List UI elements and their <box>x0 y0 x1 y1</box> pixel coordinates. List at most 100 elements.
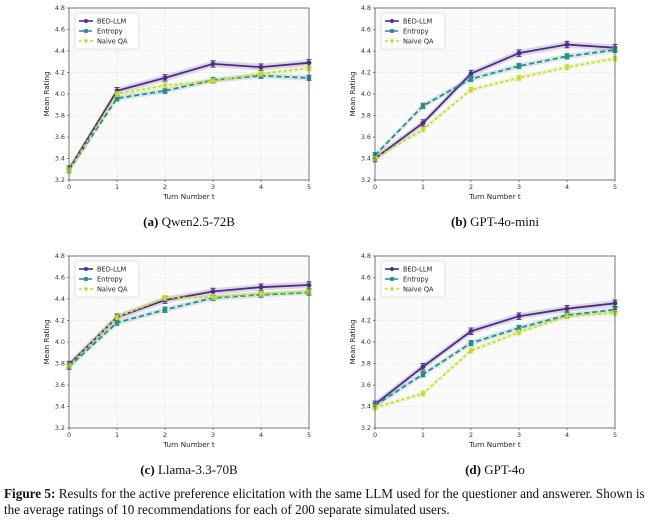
data-point-naive-qa <box>162 294 168 301</box>
x-tick-label: 5 <box>307 431 311 439</box>
data-point-naive-qa <box>420 126 426 133</box>
data-point-naive-qa <box>564 313 570 320</box>
x-tick-label: 4 <box>565 183 569 191</box>
x-tick-label: 0 <box>373 183 377 191</box>
data-point-naive-qa <box>468 347 474 354</box>
panel-caption: (b) GPT-4o-mini <box>451 214 539 229</box>
data-point-naive-qa <box>114 91 120 97</box>
legend-label-naive-qa: Naive QA <box>97 37 128 45</box>
legend-marker-naive-qa <box>83 38 89 44</box>
panel-caption-label: (c) <box>140 462 154 477</box>
series-band-naive-qa <box>375 310 615 410</box>
data-point-entropy <box>114 96 120 101</box>
panel-caption-label: (b) <box>451 214 467 229</box>
legend-box <box>380 260 446 298</box>
data-point-naive-qa <box>516 74 522 81</box>
y-tick-label: 3.4 <box>55 155 65 163</box>
y-axis-label: Mean Rating <box>42 319 51 364</box>
series-line-entropy <box>68 74 310 171</box>
y-tick-label: 3.2 <box>361 176 371 184</box>
series-line-entropy <box>374 49 616 156</box>
chart-panel-3: 3.2 3.4 3.6 3.8 4.0 4.2 4.4 4.6 4.8 0 1 2 3 4 5 Turn Nu… <box>42 252 312 477</box>
y-tick-label: 4.8 <box>55 252 65 260</box>
y-tick-label: 3.8 <box>55 360 65 368</box>
data-point-bed-llm <box>468 71 474 76</box>
series-line-bed-llm <box>374 43 616 160</box>
series-band-entropy <box>69 289 309 370</box>
x-tick-label: 3 <box>517 431 521 439</box>
data-point-bed-llm <box>468 328 474 334</box>
data-point-naive-qa <box>468 86 474 93</box>
series-line-bed-llm <box>374 302 616 406</box>
y-tick-label: 4.6 <box>361 274 371 282</box>
legend-marker-bed-llm <box>84 267 88 271</box>
y-tick-label: 3.6 <box>55 381 65 389</box>
x-tick-label: 0 <box>373 431 377 439</box>
data-point-bed-llm <box>210 61 216 67</box>
x-axis-label: Turn Number t <box>468 440 521 449</box>
x-tick-label: 2 <box>163 183 167 191</box>
legend-label-bed-llm: BED-LLM <box>403 265 432 273</box>
y-axis-label: Mean Rating <box>42 71 51 116</box>
legend-label-entropy: Entropy <box>97 27 123 35</box>
y-tick-label: 4.4 <box>361 295 371 303</box>
legend-marker-naive-qa <box>83 286 89 292</box>
y-tick-label: 4.6 <box>55 26 65 34</box>
y-tick-label: 4.4 <box>361 47 371 55</box>
legend-box <box>74 260 140 298</box>
y-tick-label: 4.8 <box>361 4 371 12</box>
data-point-entropy <box>564 54 570 59</box>
legend-label-entropy: Entropy <box>403 27 429 35</box>
data-point-naive-qa <box>162 82 168 89</box>
data-point-entropy <box>114 320 120 325</box>
data-point-naive-qa <box>210 293 216 300</box>
x-tick-label: 5 <box>613 431 617 439</box>
data-point-entropy <box>420 103 426 109</box>
data-point-bed-llm <box>420 120 426 126</box>
y-tick-label: 4.4 <box>55 295 65 303</box>
y-tick-label: 4.0 <box>361 338 371 346</box>
legend-box <box>74 12 140 50</box>
series-line-naive-qa <box>374 57 616 160</box>
y-tick-label: 4.6 <box>361 26 371 34</box>
figure-caption: Figure 5: Results for the active prefere… <box>4 486 656 518</box>
legend-label-naive-qa: Naive QA <box>403 37 434 45</box>
legend-label-naive-qa: Naive QA <box>97 285 128 293</box>
x-tick-label: 3 <box>211 431 215 439</box>
y-tick-label: 4.2 <box>55 69 65 77</box>
legend-marker-bed-llm <box>390 267 394 271</box>
legend-marker-entropy <box>84 29 88 33</box>
y-tick-label: 4.0 <box>55 90 65 98</box>
y-tick-label: 4.8 <box>361 252 371 260</box>
x-tick-label: 4 <box>259 183 263 191</box>
y-tick-label: 3.2 <box>55 176 65 184</box>
chart-panel-2: 3.2 3.4 3.6 3.8 4.0 4.2 4.4 4.6 4.8 0 1 2 3 4 5 Turn Nu… <box>348 4 618 229</box>
x-tick-label: 2 <box>469 183 473 191</box>
y-tick-label: 3.8 <box>361 112 371 120</box>
panel-caption: (a) Qwen2.5-72B <box>143 214 235 229</box>
data-point-bed-llm <box>420 364 426 370</box>
panel-caption-title: GPT-4o-mini <box>467 214 539 229</box>
y-tick-label: 4.4 <box>55 47 65 55</box>
panel-caption-title: Llama-3.3-70B <box>155 462 238 477</box>
x-tick-label: 1 <box>421 183 425 191</box>
x-tick-label: 2 <box>469 431 473 439</box>
x-tick-label: 3 <box>211 183 215 191</box>
series-line-naive-qa <box>374 312 616 409</box>
data-point-entropy <box>468 76 474 82</box>
panel-caption: (c) Llama-3.3-70B <box>140 462 238 477</box>
panel-caption: (d) GPT-4o <box>465 462 525 477</box>
data-point-entropy <box>162 307 168 312</box>
data-point-entropy <box>516 63 522 69</box>
legend-marker-entropy <box>84 277 88 281</box>
legend-marker-bed-llm <box>84 19 88 23</box>
data-point-naive-qa <box>564 64 570 71</box>
caption-label: Figure 5: <box>4 486 56 501</box>
series-line-naive-qa <box>68 290 310 367</box>
data-point-entropy <box>162 88 168 93</box>
y-tick-label: 4.2 <box>55 317 65 325</box>
x-tick-label: 1 <box>115 183 119 191</box>
x-tick-label: 5 <box>307 183 311 191</box>
x-axis-label: Turn Number t <box>468 192 521 201</box>
